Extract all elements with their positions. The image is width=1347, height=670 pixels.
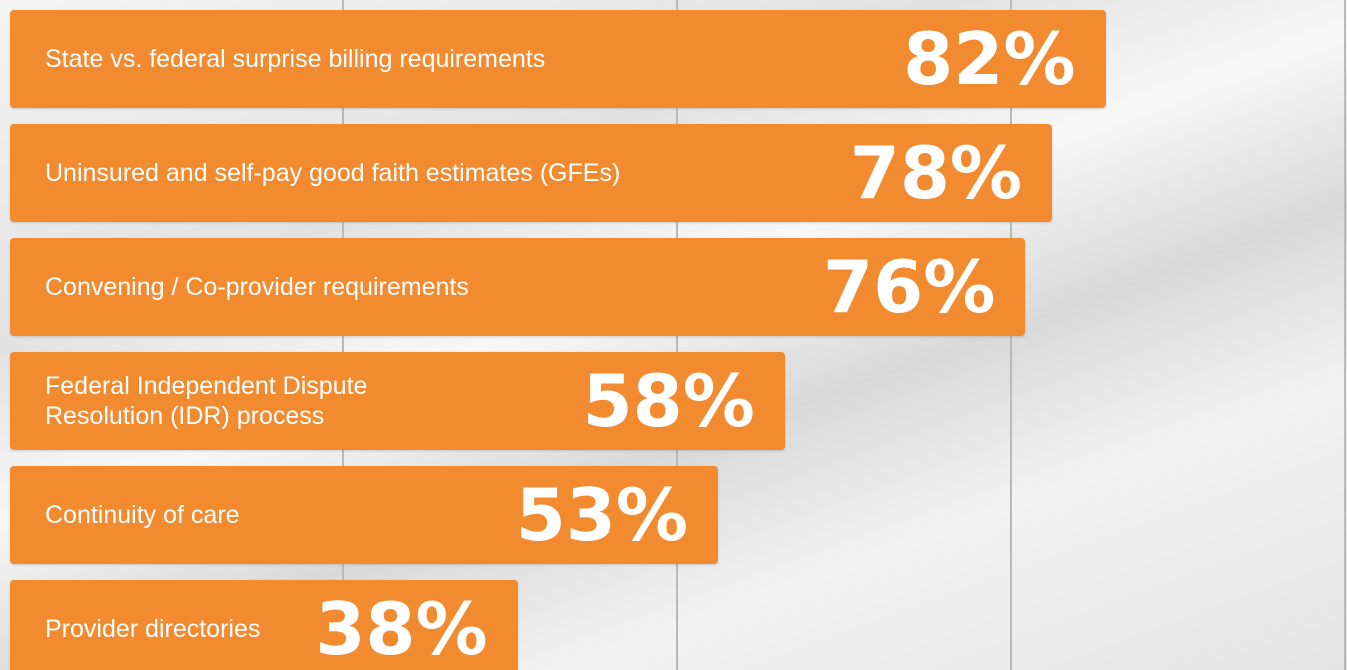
value-label: 78%	[849, 131, 1023, 215]
value-label: 82%	[903, 17, 1076, 101]
bar: Federal Independent Dispute Resolution (…	[10, 352, 785, 450]
bar: Continuity of care 53%	[10, 466, 719, 564]
bar: Convening / Co-provider requirements 76%	[10, 238, 1026, 336]
bar: Provider directories 38%	[10, 580, 518, 670]
category-label: Uninsured and self-pay good faith estima…	[45, 159, 621, 187]
grid-line	[1344, 0, 1346, 670]
category-label: Convening / Co-provider requirements	[45, 273, 469, 301]
value-label: 58%	[582, 359, 755, 443]
value-label: 53%	[515, 473, 689, 557]
bar: Uninsured and self-pay good faith estima…	[10, 124, 1053, 222]
value-label: 38%	[315, 587, 488, 670]
category-label: State vs. federal surprise billing requi…	[45, 45, 546, 73]
category-label: Federal Independent Dispute Resolution (…	[45, 372, 368, 430]
value-label: 76%	[823, 245, 996, 329]
bar: State vs. federal surprise billing requi…	[10, 10, 1106, 108]
category-label: Continuity of care	[45, 501, 240, 529]
category-label: Provider directories	[45, 615, 261, 643]
